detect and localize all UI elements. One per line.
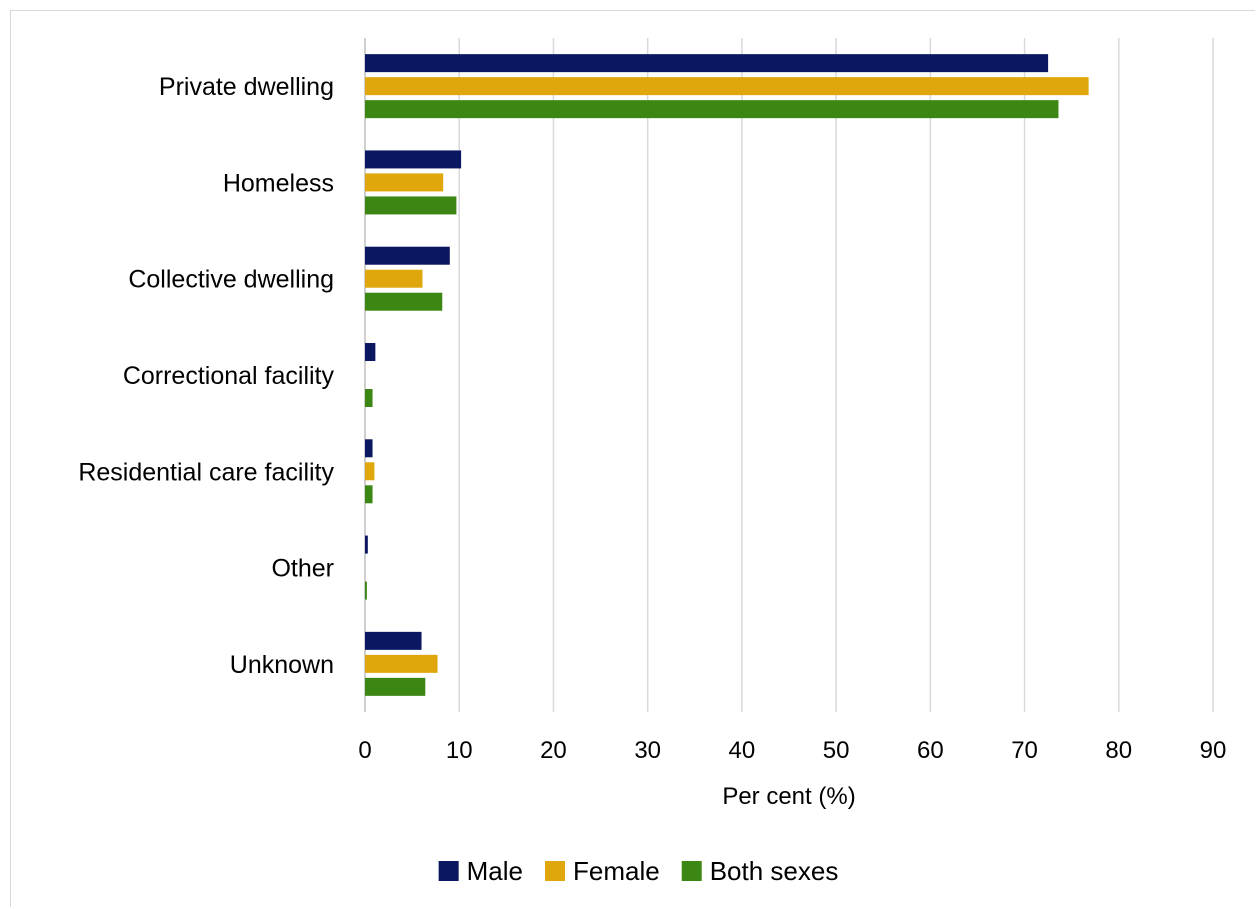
- bar-male: [365, 150, 462, 169]
- category-label: Private dwelling: [159, 73, 334, 101]
- category-label: Residential care facility: [78, 458, 334, 486]
- bar-female: [365, 654, 438, 673]
- x-tick-label: 30: [634, 737, 661, 764]
- bar-both-sexes: [365, 196, 457, 215]
- x-tick-label: 50: [823, 737, 850, 764]
- bar-both-sexes: [365, 581, 367, 600]
- bar-female: [365, 173, 444, 192]
- legend-swatch: [438, 861, 459, 881]
- legend-label: Both sexes: [710, 856, 839, 886]
- x-tick-label: 20: [540, 737, 567, 764]
- bar-both-sexes: [365, 389, 373, 407]
- legend-label: Female: [573, 856, 660, 886]
- x-tick-label: 60: [917, 737, 944, 764]
- bar-male: [365, 439, 373, 458]
- bar-male: [365, 343, 376, 361]
- legend: Male Female Both sexes: [438, 856, 839, 886]
- x-tick-label: 40: [729, 737, 756, 764]
- x-tick-label: 10: [446, 737, 473, 764]
- category-label: Other: [271, 555, 334, 583]
- x-tick-label: 0: [358, 737, 371, 764]
- bar-both-sexes: [365, 100, 1059, 119]
- bar-both-sexes: [365, 292, 443, 311]
- legend-label: Male: [467, 856, 523, 886]
- legend-swatch: [681, 861, 702, 881]
- bars: [365, 54, 1089, 696]
- category-label: Homeless: [223, 169, 334, 197]
- bar-both-sexes: [365, 677, 426, 696]
- chart-frame: [10, 10, 1255, 907]
- category-labels: Private dwelling Homeless Collective dwell…: [78, 73, 334, 679]
- bar-male: [365, 54, 1049, 73]
- x-tick-label: 70: [1011, 737, 1038, 764]
- category-label: Correctional facility: [123, 362, 335, 390]
- bar-female: [365, 462, 375, 481]
- bar-male: [365, 246, 450, 265]
- category-label: Unknown: [230, 651, 334, 679]
- bar-male: [365, 631, 422, 650]
- x-tick-labels: 0 10 20 30 40 50 60 70 80 90: [358, 737, 1226, 764]
- bar-both-sexes: [365, 485, 373, 504]
- bar-male: [365, 535, 368, 554]
- legend-swatch: [545, 861, 566, 881]
- category-label: Collective dwelling: [128, 266, 334, 294]
- bar-female: [365, 269, 423, 288]
- gridlines: [364, 38, 1214, 712]
- bar-female: [365, 77, 1089, 96]
- x-tick-label: 90: [1200, 737, 1227, 764]
- x-tick-label: 80: [1105, 737, 1132, 764]
- x-axis-title: Per cent (%): [722, 783, 855, 810]
